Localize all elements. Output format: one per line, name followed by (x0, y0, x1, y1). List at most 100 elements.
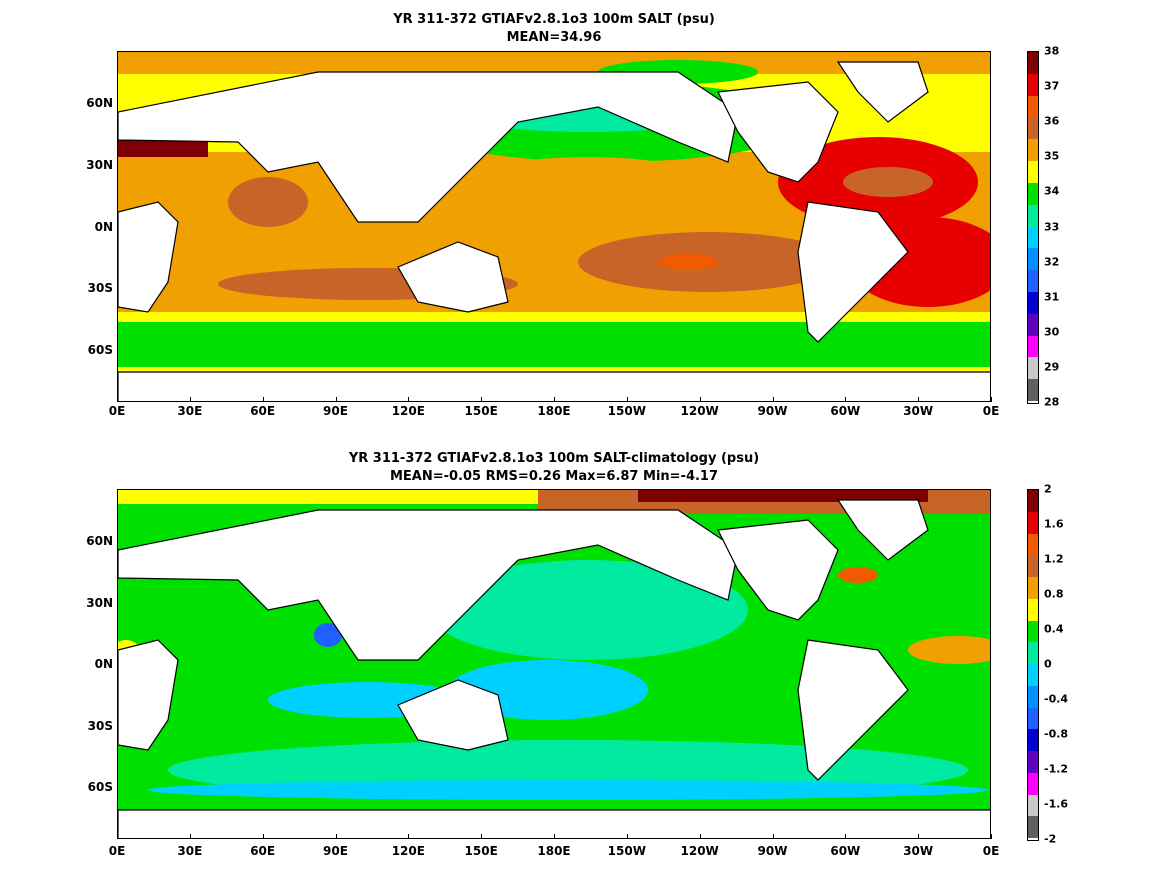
x-tick-label: 0E (108, 844, 126, 858)
x-tick-label: 180E (537, 844, 571, 858)
colorbar-segment (1028, 533, 1038, 556)
x-tick-mark (335, 834, 337, 839)
x-tick-mark (772, 834, 774, 839)
x-tick-mark (845, 834, 847, 839)
colorbar-segment (1028, 620, 1038, 643)
y-tick-label: 60N (86, 96, 113, 110)
x-tick-mark (991, 834, 992, 839)
x-tick-mark (335, 397, 337, 402)
y-tick-label: 60N (86, 534, 113, 548)
colorbar-segment (1028, 729, 1038, 751)
colorbar-tick-label: 36 (1044, 114, 1060, 128)
y-tick-label: 30S (87, 719, 113, 733)
panel2-title-line1: YR 311-372 GTIAFv2.8.1o3 100m SALT-clima… (348, 451, 760, 466)
x-tick-label: 0E (108, 404, 126, 418)
y-tick-label: 30S (87, 281, 113, 295)
panel1-title-line2: MEAN=34.96 (506, 30, 602, 45)
colorbar-segment (1028, 204, 1038, 227)
colorbar-segment (1028, 313, 1038, 336)
x-tick-label: 120E (391, 844, 425, 858)
x-tick-mark (991, 397, 992, 402)
colorbar-segment (1028, 379, 1038, 401)
x-tick-label: 90W (757, 404, 788, 418)
x-tick-label: 150E (464, 844, 498, 858)
colorbar-segment (1028, 291, 1038, 314)
colorbar-tick-label: -1.2 (1044, 762, 1069, 776)
x-tick-mark (117, 397, 118, 402)
x-tick-mark (554, 397, 555, 402)
x-tick-label: 0E (982, 844, 1000, 858)
salinity-anomaly-map (117, 489, 991, 839)
colorbar-segment (1028, 357, 1038, 380)
x-tick-label: 30E (177, 844, 203, 858)
colorbar-tick-label: 32 (1044, 255, 1060, 269)
colorbar-tick-label: -0.4 (1044, 692, 1069, 706)
colorbar-segment (1028, 270, 1038, 292)
colorbar-tick-label: 29 (1044, 360, 1060, 374)
colorbar-segment (1028, 642, 1038, 664)
x-tick-mark (481, 834, 483, 839)
x-tick-mark (262, 834, 264, 839)
colorbar-segment (1028, 664, 1038, 686)
x-tick-mark (408, 834, 410, 839)
x-tick-mark (845, 397, 847, 402)
x-tick-label: 90E (323, 844, 348, 858)
x-tick-label: 30W (903, 844, 934, 858)
x-tick-label: 30W (903, 404, 934, 418)
x-tick-mark (117, 834, 118, 839)
x-tick-mark (918, 834, 920, 839)
anomaly-colorbar (1027, 489, 1039, 841)
x-tick-mark (189, 397, 191, 402)
y-tick-label: 60S (87, 780, 113, 794)
colorbar-segment (1028, 52, 1038, 74)
colorbar-segment (1028, 73, 1038, 96)
x-tick-label: 150W (607, 404, 646, 418)
colorbar-tick-label: 30 (1044, 325, 1060, 339)
panel2-title-line2: MEAN=-0.05 RMS=0.26 Max=6.87 Min=-4.17 (389, 469, 719, 484)
x-tick-label: 180E (537, 404, 571, 418)
colorbar-segment (1028, 577, 1038, 599)
colorbar-segment (1028, 161, 1038, 183)
y-tick-label: 30N (86, 158, 113, 172)
x-tick-mark (918, 397, 920, 402)
y-tick-label: 0N (94, 220, 113, 234)
colorbar-tick-label: 0.4 (1044, 622, 1064, 636)
x-tick-label: 90E (323, 404, 348, 418)
x-tick-mark (626, 834, 628, 839)
x-tick-label: 60W (830, 404, 861, 418)
x-tick-mark (408, 397, 410, 402)
colorbar-tick-label: 1.6 (1044, 517, 1064, 531)
y-tick-label: 30N (86, 596, 113, 610)
salinity-colorbar (1027, 51, 1039, 404)
colorbar-segment (1028, 248, 1038, 271)
x-tick-mark (626, 397, 628, 402)
salinity-map (117, 51, 991, 402)
x-tick-mark (189, 834, 191, 839)
colorbar-tick-label: 35 (1044, 149, 1060, 163)
x-tick-label: 60E (250, 844, 276, 858)
colorbar-tick-label: -0.8 (1044, 727, 1069, 741)
x-tick-mark (699, 397, 701, 402)
panel1-title-line1: YR 311-372 GTIAFv2.8.1o3 100m SALT (psu) (393, 12, 715, 27)
y-tick-label: 0N (94, 657, 113, 671)
colorbar-segment (1028, 117, 1038, 140)
x-tick-label: 60W (830, 844, 861, 858)
colorbar-tick-label: 28 (1044, 395, 1060, 409)
colorbar-segment (1028, 139, 1038, 162)
colorbar-segment (1028, 816, 1038, 838)
x-tick-label: 120E (391, 404, 425, 418)
colorbar-tick-label: 2 (1044, 482, 1052, 496)
x-tick-mark (554, 834, 555, 839)
x-tick-label: 90W (757, 844, 788, 858)
colorbar-segment (1028, 226, 1038, 249)
colorbar-tick-label: 0.8 (1044, 587, 1064, 601)
colorbar-tick-label: 38 (1044, 44, 1060, 58)
colorbar-segment (1028, 335, 1038, 358)
x-tick-mark (772, 397, 774, 402)
colorbar-segment (1028, 490, 1038, 512)
y-tick-label: 60S (87, 343, 113, 357)
x-tick-label: 150W (607, 844, 646, 858)
x-tick-label: 0E (982, 404, 1000, 418)
colorbar-tick-label: -1.6 (1044, 797, 1069, 811)
colorbar-segment (1028, 598, 1038, 621)
